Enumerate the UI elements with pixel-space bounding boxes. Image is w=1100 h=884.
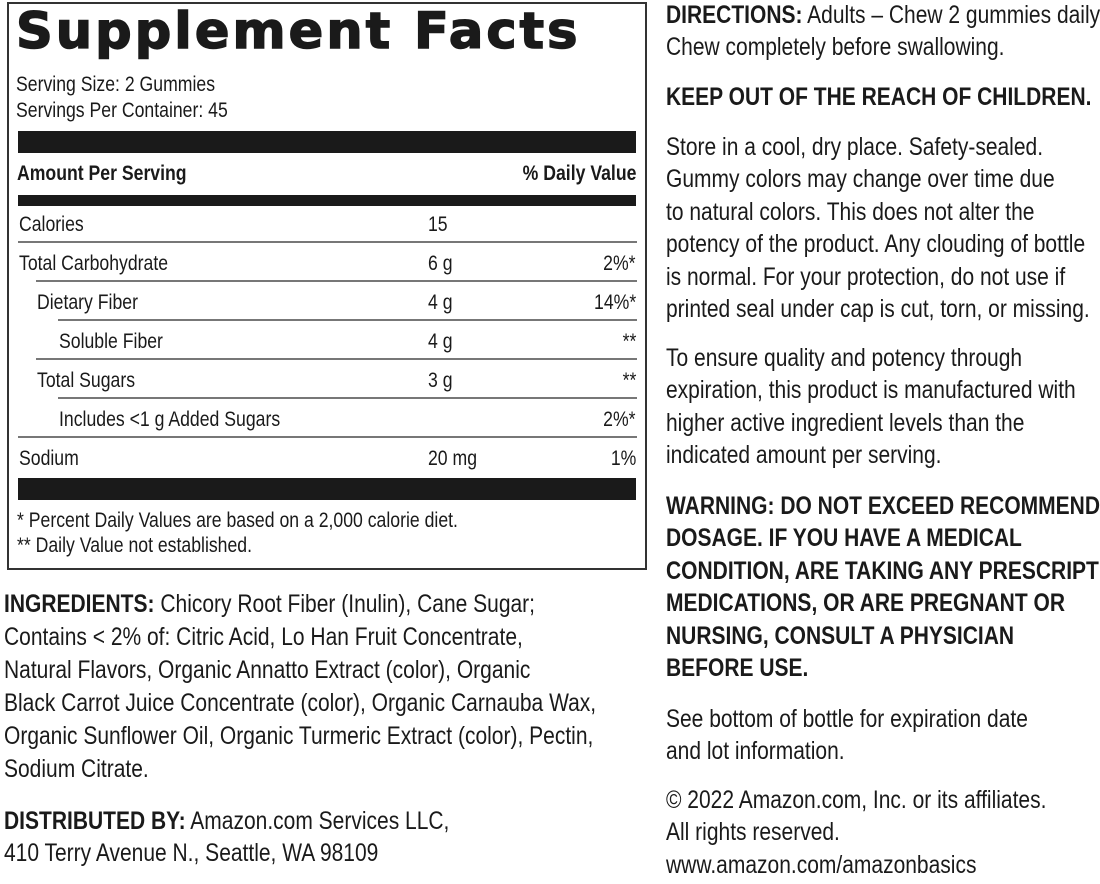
row-divider [36, 280, 637, 282]
copyright-line: www.amazon.com/amazonbasics [666, 850, 977, 879]
ingredients-line: Natural Flavors, Organic Annatto Extract… [4, 656, 531, 684]
copyright-line: © 2022 Amazon.com, Inc. or its affiliate… [666, 786, 1047, 814]
nutrient-name: Calories [19, 213, 84, 236]
storage-line: printed seal under cap is cut, torn, or … [666, 295, 1090, 323]
distributed-line: 410 Terry Avenue N., Seattle, WA 98109 [4, 839, 379, 867]
nutrient-daily-value: 14%* [593, 291, 636, 314]
warning-line: CONDITION, ARE TAKING ANY PRESCRIPTION [666, 556, 1100, 585]
quality-line: To ensure quality and potency through [666, 344, 1023, 372]
keep-out-warning: KEEP OUT OF THE REACH OF CHILDREN. [666, 83, 1092, 111]
panel-title: Supplement Facts [15, 2, 581, 60]
nutrient-amount: 6 g [428, 252, 453, 275]
ingredients-line: Black Carrot Juice Concentrate (color), … [4, 689, 597, 717]
row-divider [18, 241, 637, 243]
row-divider [18, 436, 637, 438]
ingredients-line: Contains < 2% of: Citric Acid, Lo Han Fr… [4, 623, 523, 651]
directions-line: DIRECTIONS: Adults – Chew 2 gummies dail… [666, 3, 1100, 28]
nutrient-name: Dietary Fiber [37, 291, 138, 314]
row-divider [36, 358, 637, 360]
directions-label: DIRECTIONS: [666, 1, 803, 29]
storage-line: to natural colors. This does not alter t… [666, 197, 1035, 226]
servings-per-container: Servings Per Container: 45 [16, 99, 228, 122]
warning-line: NURSING, CONSULT A PHYSICIAN [666, 621, 1015, 650]
warning-line: WARNING: DO NOT EXCEED RECOMMENDED [666, 492, 1100, 520]
nutrient-amount: 4 g [428, 291, 453, 314]
nutrient-name: Soluble Fiber [59, 330, 163, 353]
nutrient-amount: 4 g [428, 330, 453, 353]
nutrient-name: Includes <1 g Added Sugars [59, 408, 281, 431]
ingredients-line: INGREDIENTS: Chicory Root Fiber (Inulin)… [4, 592, 535, 617]
quality-line: indicated amount per serving. [666, 441, 942, 470]
ingredients-label: INGREDIENTS: [4, 590, 155, 618]
nutrient-amount: 20 mg [428, 447, 478, 470]
row-divider [58, 319, 637, 321]
nutrient-daily-value: 2%* [603, 408, 636, 431]
row-divider [58, 397, 637, 399]
nutrient-daily-value: ** [622, 369, 636, 392]
warning-line: DOSAGE. IF YOU HAVE A MEDICAL [666, 524, 1022, 553]
warning-line: MEDICATIONS, OR ARE PREGNANT OR [666, 589, 1066, 618]
distributed-text: Amazon.com Services LLC, [185, 807, 450, 835]
quality-line: higher active ingredient levels than the [666, 408, 1025, 437]
serving-size: Serving Size: 2 Gummies [16, 73, 216, 96]
storage-line: Store in a cool, dry place. Safety-seale… [666, 133, 1044, 161]
nutrient-name: Sodium [19, 447, 79, 470]
supplement-facts-panel [7, 2, 647, 570]
footnote-daily-values: * Percent Daily Values are based on a 2,… [17, 509, 458, 532]
storage-line: Gummy colors may change over time due [666, 165, 1055, 194]
copyright-line: All rights reserved. [666, 818, 840, 847]
header-amount: Amount Per Serving [17, 162, 187, 185]
distributed-line: DISTRIBUTED BY: Amazon.com Services LLC, [4, 809, 449, 834]
nutrient-amount: 15 [428, 213, 448, 236]
directions-line: Chew completely before swallowing. [666, 33, 1005, 61]
thick-divider [18, 478, 636, 500]
directions-text: Adults – Chew 2 gummies daily. [802, 1, 1100, 29]
footnote-not-established: ** Daily Value not established. [17, 534, 253, 557]
thick-divider [18, 131, 636, 153]
ingredients-text: Chicory Root Fiber (Inulin), Cane Sugar; [154, 590, 536, 618]
ingredients-line: Sodium Citrate. [4, 755, 149, 783]
header-daily-value: % Daily Value [522, 162, 636, 185]
storage-line: is normal. For your protection, do not u… [666, 262, 1066, 291]
nutrient-name: Total Sugars [37, 369, 136, 392]
nutrient-daily-value: 1% [610, 447, 636, 470]
warning-line: BEFORE USE. [666, 654, 809, 682]
quality-line: expiration, this product is manufactured… [666, 376, 1076, 405]
expiration-line: and lot information. [666, 737, 845, 766]
expiration-line: See bottom of bottle for expiration date [666, 705, 1028, 733]
medium-divider [18, 195, 636, 206]
nutrient-daily-value: 2%* [603, 252, 636, 275]
distributed-label: DISTRIBUTED BY: [4, 807, 186, 835]
ingredients-line: Organic Sunflower Oil, Organic Turmeric … [4, 722, 594, 750]
nutrient-amount: 3 g [428, 369, 453, 392]
nutrient-daily-value: ** [622, 330, 636, 353]
nutrient-name: Total Carbohydrate [19, 252, 169, 275]
storage-line: potency of the product. Any clouding of … [666, 230, 1086, 259]
